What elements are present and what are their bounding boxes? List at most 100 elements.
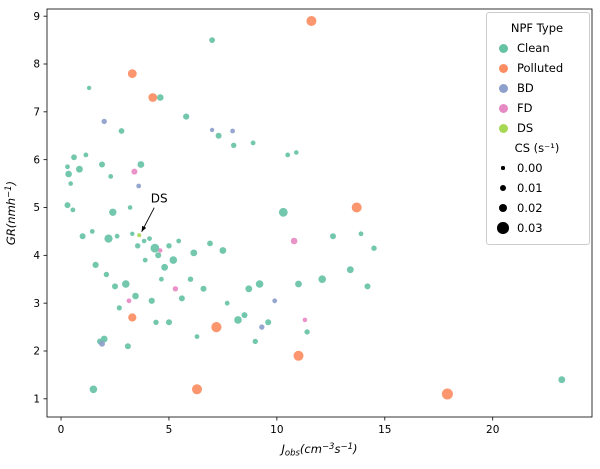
point-bd <box>230 128 236 134</box>
point-clean <box>364 283 371 290</box>
point-clean <box>104 234 113 243</box>
point-fd <box>158 248 163 253</box>
point-polluted <box>351 202 362 213</box>
point-clean <box>137 161 145 168</box>
point-clean <box>215 132 222 139</box>
point-clean <box>176 238 182 244</box>
point-clean <box>265 319 272 326</box>
point-bd <box>272 298 278 304</box>
legend-size-entry-0.03: 0.03 <box>495 218 579 238</box>
point-clean <box>166 243 172 249</box>
point-clean <box>89 229 95 234</box>
point-clean <box>200 285 207 292</box>
fd-swatch-icon <box>498 103 508 113</box>
legend-size-label: 0.00 <box>517 161 543 175</box>
point-polluted <box>211 322 222 333</box>
legend-entry-fd: FD <box>495 98 579 118</box>
legend-entry-ds: DS <box>495 118 579 138</box>
point-clean <box>190 249 198 257</box>
point-clean <box>285 152 291 158</box>
y-tick-label: 1 <box>33 394 40 406</box>
point-clean <box>68 181 73 186</box>
point-clean <box>194 334 200 339</box>
y-tick-label: 9 <box>33 11 40 23</box>
point-clean <box>135 243 141 249</box>
point-clean <box>241 312 248 319</box>
legend-marker-col <box>495 185 511 191</box>
point-ds <box>137 233 142 238</box>
point-clean <box>127 205 133 210</box>
point-clean <box>141 238 147 244</box>
point-clean <box>147 236 152 242</box>
x-tick-label: 0 <box>58 424 65 436</box>
point-bd <box>99 340 105 347</box>
legend-entry-label: Polluted <box>517 61 564 75</box>
legend-marker-col <box>495 103 511 113</box>
point-bd <box>209 127 215 133</box>
point-polluted <box>128 313 137 322</box>
point-clean <box>294 150 299 155</box>
point-clean <box>70 207 76 213</box>
legend-entry-label: BD <box>517 81 534 95</box>
point-clean <box>318 275 327 284</box>
legend-entry-label: DS <box>517 121 534 135</box>
legend-size-label: 0.02 <box>517 201 543 215</box>
point-clean <box>76 165 83 173</box>
point-clean <box>153 319 159 325</box>
legend-type-entries: Clean Polluted BD FD DS <box>495 38 579 138</box>
point-clean <box>142 257 148 263</box>
point-clean <box>155 252 162 259</box>
point-fd <box>172 286 179 292</box>
legend-marker-col <box>495 63 511 73</box>
point-polluted <box>148 93 158 102</box>
y-tick-label: 3 <box>33 298 40 310</box>
x-tick-label: 15 <box>378 424 391 436</box>
point-clean <box>166 319 172 326</box>
legend-size-label: 0.03 <box>517 221 543 235</box>
legend-marker-col <box>495 43 511 53</box>
bd-swatch-icon <box>498 83 508 93</box>
legend-size-entry-0.00: 0.00 <box>495 158 579 178</box>
point-clean <box>187 276 194 282</box>
legend-size-entries: 0.00 0.01 0.02 0.03 <box>495 158 579 238</box>
point-clean <box>371 245 377 251</box>
y-tick-label: 6 <box>33 154 40 166</box>
point-clean <box>71 154 77 161</box>
point-polluted <box>306 16 317 26</box>
point-bd <box>101 118 107 125</box>
point-clean <box>231 142 237 148</box>
legend-marker-col <box>495 203 511 213</box>
point-fd <box>126 298 132 304</box>
legend-marker-col <box>495 166 511 170</box>
point-clean <box>150 243 160 253</box>
point-bd <box>136 183 142 189</box>
legend-title: NPF Type <box>510 21 564 35</box>
point-clean <box>83 152 89 158</box>
point-clean <box>358 231 364 237</box>
point-clean <box>252 338 258 345</box>
point-clean <box>89 385 98 394</box>
polluted-swatch-icon <box>498 63 508 73</box>
point-clean <box>114 233 120 239</box>
legend-entry-label: FD <box>517 101 533 115</box>
point-clean <box>122 280 130 288</box>
axes-box <box>46 8 593 418</box>
y-tick-label: 5 <box>33 202 40 214</box>
point-clean <box>346 266 354 274</box>
point-clean <box>118 128 125 134</box>
point-clean <box>207 240 213 247</box>
legend-entry-polluted: Polluted <box>495 58 579 78</box>
size-swatch-icon <box>500 185 506 191</box>
point-clean <box>124 343 131 350</box>
size-swatch-icon <box>498 203 508 213</box>
point-polluted <box>293 350 304 361</box>
point-clean <box>295 280 302 288</box>
point-clean <box>178 295 185 302</box>
point-clean <box>330 233 336 240</box>
legend: NPF Type Clean Polluted BD FD DS CS (s⁻¹) 0.… <box>486 12 590 245</box>
point-clean <box>103 271 110 278</box>
point-fd <box>290 237 298 245</box>
point-clean <box>169 256 178 264</box>
size-swatch-icon <box>497 222 509 234</box>
